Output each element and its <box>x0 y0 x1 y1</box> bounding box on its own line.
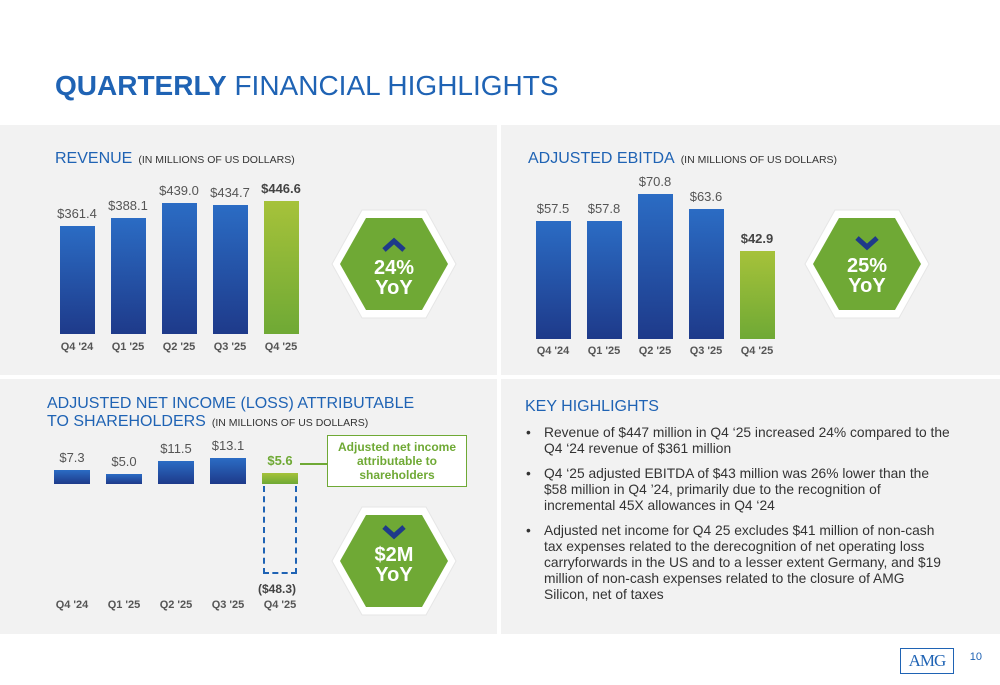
value-label: $57.8 <box>587 200 621 216</box>
value-label: $42.9 <box>740 231 774 247</box>
bar-q225 <box>158 461 194 484</box>
tick-label: Q1 '25 <box>111 341 145 353</box>
page-title: QUARTERLY FINANCIAL HIGHLIGHTS <box>55 70 559 101</box>
highlight-bullet: Adjusted net income for Q4 25 excludes $… <box>522 523 952 603</box>
bar-q225 <box>161 203 197 334</box>
unadjusted-loss-bar <box>263 486 297 574</box>
value-label: $63.6 <box>689 188 723 204</box>
tick-label: Q4 '24 <box>536 345 570 357</box>
revenue-header: REVENUE (IN MILLIONS OF US DOLLARS) <box>55 150 295 167</box>
highlight-bullet: Revenue of $447 million in Q4 ‘25 increa… <box>522 425 952 457</box>
bar-q425 <box>263 201 299 334</box>
chevron-up-icon <box>382 237 406 252</box>
value-label: $388.1 <box>108 198 148 214</box>
tick-label: Q4 '24 <box>60 341 94 353</box>
amg-logo: AMG <box>900 648 954 674</box>
tick-label: Q3 '25 <box>213 341 247 353</box>
value-label: $434.7 <box>210 184 250 200</box>
bar-q125 <box>586 220 622 339</box>
tick-label: Q3 '25 <box>689 345 723 357</box>
revenue-yoy-text: 24% YoY <box>373 257 415 299</box>
tick-label: Q4 '25 <box>263 599 297 611</box>
value-label: $57.5 <box>536 201 570 217</box>
value-label: $5.0 <box>111 454 137 469</box>
unadjusted-loss-label: ($48.3) <box>258 582 297 596</box>
bar-q424 <box>59 226 95 334</box>
value-label: $70.8 <box>638 174 672 189</box>
tick-label: Q3 '25 <box>211 599 245 611</box>
value-label: $13.1 <box>211 438 245 453</box>
net-income-yoy-badge <box>331 506 457 616</box>
ebitda-yoy-text: 25% YoY <box>846 255 888 297</box>
callout-connector <box>300 463 327 465</box>
net-income-callout: Adjusted net income attributable to shar… <box>327 435 467 487</box>
value-label: $5.6 <box>267 452 293 468</box>
value-label: $11.5 <box>160 441 192 457</box>
ebitda-yoy-badge <box>804 209 930 319</box>
tick-label: Q1 '25 <box>107 599 141 611</box>
tick-label: Q2 '25 <box>638 345 672 357</box>
net-income-yoy-text: $2M YoY <box>374 544 414 586</box>
bar-q225 <box>637 194 673 339</box>
revenue-yoy-badge <box>331 209 457 319</box>
bar-q325 <box>210 458 246 484</box>
page-number: 10 <box>969 651 982 663</box>
tick-label: Q2 '25 <box>162 341 196 353</box>
tick-label: Q1 '25 <box>587 345 621 357</box>
bar-q125 <box>110 218 146 334</box>
chevron-down-icon <box>382 525 406 540</box>
bar-q325 <box>688 208 724 339</box>
ebitda-header: ADJUSTED EBITDA (IN MILLIONS OF US DOLLAR… <box>528 150 838 167</box>
key-highlights-list: Revenue of $447 million in Q4 ‘25 increa… <box>522 425 952 612</box>
tick-label: Q4 '25 <box>264 341 298 353</box>
value-label: $361.4 <box>57 206 97 222</box>
bar-q425 <box>262 472 298 484</box>
key-highlights-title: KEY HIGHLIGHTS <box>525 398 659 415</box>
value-label: $439.0 <box>159 183 199 199</box>
value-label: $7.3 <box>59 449 85 465</box>
bar-q325 <box>212 204 248 334</box>
bar-q125 <box>106 474 142 484</box>
bar-q425 <box>739 251 775 339</box>
tick-label: Q2 '25 <box>159 599 193 611</box>
net-income-header: ADJUSTED NET INCOME (LOSS) ATTRIBUTABLE … <box>47 395 415 430</box>
bar-q424 <box>54 469 90 484</box>
highlight-bullet: Q4 ‘25 adjusted EBITDA of $43 million wa… <box>522 466 952 514</box>
bar-q424 <box>535 221 571 339</box>
tick-label: Q4 '24 <box>55 599 89 611</box>
value-label: $446.6 <box>261 181 301 196</box>
chevron-down-icon <box>855 236 879 251</box>
tick-label: Q4 '25 <box>740 345 774 357</box>
